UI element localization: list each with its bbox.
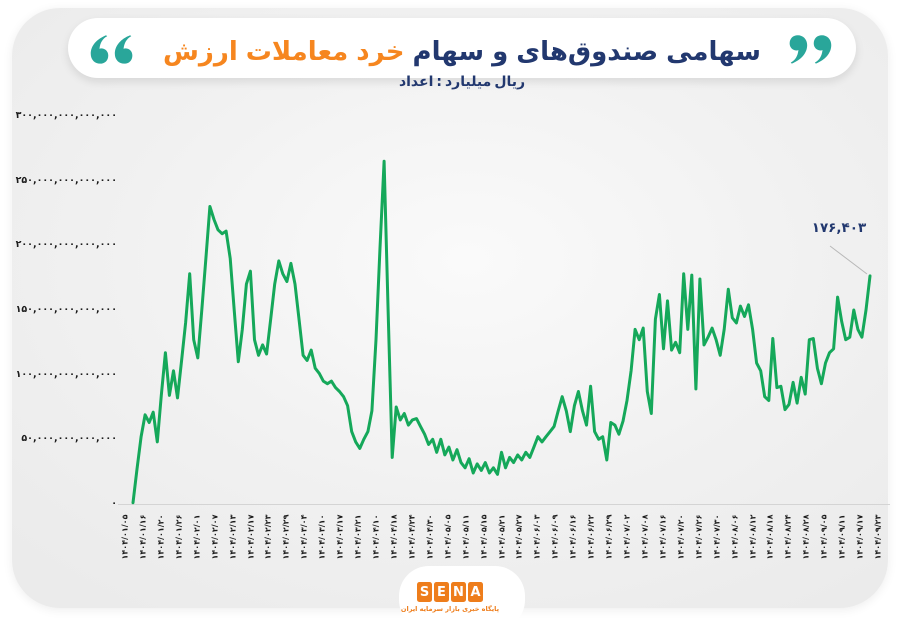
x-tick-label: ۱۴۰۴/۰۳/۰۴ (299, 514, 309, 560)
chart-card: ارزش معاملات خرد سهام و صندوق‌های سهامی اعداد:… (12, 8, 890, 630)
x-tick-label: ۱۴۰۴/۰۵/۲۱ (497, 514, 506, 560)
x-tick-label: ۱۴۰۴/۰۸/۲۸ (801, 514, 811, 560)
x-tick-label: ۱۴۰۴/۰۲/۰۱ (192, 514, 202, 560)
x-tick-label: ۱۴۰۴/۰۸/۲۴ (783, 514, 793, 560)
x-tick-label: ۱۴۰۴/۰۶/۲۹ (604, 514, 614, 560)
annotation-leader-line (829, 245, 868, 275)
subtitle-token: میلیارد (444, 74, 492, 90)
title-word: سهام (412, 37, 485, 67)
x-tick-label: ۱۴۰۴/۰۲/۱۷ (246, 514, 255, 560)
x-tick-label: ۱۴۰۴/۰۴/۳۰ (425, 514, 435, 560)
x-tick-label: ۱۴۰۴/۰۱/۰۵ (120, 514, 130, 560)
title-word: معاملات (245, 37, 349, 67)
logo-letter-tile: A (468, 582, 483, 602)
x-tick-label: ۱۴۰۴/۰۴/۲۴ (407, 514, 417, 560)
y-tick-label: ۰ (111, 498, 117, 509)
chart-subtitle: اعداد: میلیارد ریال (68, 72, 856, 92)
x-tick-label: ۱۴۰۴/۰۶/۰۹ (550, 514, 560, 560)
x-tick-label: ۱۴۰۴/۰۷/۲۶ (694, 514, 704, 560)
x-tick-label: ۱۴۰۴/۰۸/۰۶ (730, 514, 740, 560)
header-pill: ارزش معاملات خرد سهام و صندوق‌های سهامی اعداد:… (68, 18, 856, 90)
open-quote-icon (88, 31, 134, 67)
x-tick-label: ۱۴۰۴/۰۶/۱۶ (568, 514, 578, 560)
y-tick-label: ۱۵۰,۰۰۰,۰۰۰,۰۰۰,۰۰۰ (15, 304, 117, 315)
x-tick-label: ۱۴۰۴/۰۱/۲۰ (156, 514, 166, 560)
x-axis-line (118, 504, 890, 505)
x-tick-label: ۱۴۰۴/۰۵/۱۱ (461, 514, 471, 560)
x-tick-label: ۱۴۰۴/۰۲/۲۹ (281, 514, 291, 560)
subtitle-token: اعداد (398, 74, 434, 90)
title-word: ارزش (163, 37, 238, 67)
x-tick-label: ۱۴۰۴/۰۷/۲۰ (676, 514, 686, 560)
series-polyline (131, 159, 872, 505)
x-tick-label: ۱۴۰۴/۰۵/۲۷ (514, 514, 524, 560)
y-tick-label: ۲۰۰,۰۰۰,۰۰۰,۰۰۰,۰۰۰ (15, 239, 117, 251)
x-tick-label: ۱۴۰۴/۰۷/۱۶ (658, 514, 668, 560)
x-tick-label: ۱۴۰۴/۰۱/۲۶ (174, 514, 184, 560)
x-tick-label: ۱۴۰۴/۰۷/۰۸ (640, 514, 650, 560)
x-tick-label: ۱۴۰۴/۰۹/۰۵ (819, 514, 829, 560)
x-tick-label: ۱۴۰۴/۰۲/۲۳ (263, 514, 273, 560)
x-tick-label: ۱۴۰۴/۰۶/۰۳ (532, 514, 542, 560)
x-tick-label: ۱۴۰۴/۰۹/۱۷ (855, 514, 865, 560)
title-word: و (492, 37, 509, 67)
y-tick-label: ۱۰۰,۰۰۰,۰۰۰,۰۰۰,۰۰۰ (15, 368, 117, 380)
x-tick-label: ۱۴۰۴/۰۳/۱۰ (317, 514, 327, 560)
x-tick-label: ۱۴۰۴/۰۱/۱۶ (138, 514, 148, 560)
close-quote-icon (788, 31, 834, 67)
y-tick-label: ۵۰,۰۰۰,۰۰۰,۰۰۰,۰۰۰ (21, 433, 117, 445)
x-tick-label: ۱۴۰۴/۰۲/۱۳ (228, 514, 238, 560)
x-tick-label: ۱۴۰۴/۰۸/۱۸ (765, 514, 775, 560)
sena-logo-caption: پایگاه خبری بازار سرمایه ایران (400, 605, 500, 613)
subtitle-token: ریال (494, 74, 526, 90)
chart-title: ارزش معاملات خرد سهام و صندوق‌های سهامی (148, 35, 776, 69)
x-tick-label: ۱۴۰۴/۰۸/۱۲ (748, 514, 757, 560)
logo-letter-tile: N (451, 582, 466, 602)
title-word: خرد (356, 37, 405, 67)
x-tick-label: ۱۴۰۴/۰۲/۰۷ (210, 514, 220, 560)
logo-letter-tile: E (434, 582, 449, 602)
logo-letter-tile: S (417, 582, 432, 602)
x-tick-label: ۱۴۰۴/۰۵/۱۵ (479, 514, 489, 560)
subtitle-token: : (436, 74, 442, 90)
title-word: سهامی (666, 37, 761, 67)
x-tick-label: ۱۴۰۴/۰۳/۱۷ (335, 514, 345, 560)
y-tick-label: ۳۰۰,۰۰۰,۰۰۰,۰۰۰,۰۰۰ (15, 110, 117, 121)
last-value-label: ۱۷۶,۴۰۳ (811, 220, 867, 236)
title-word: صندوق‌های (516, 37, 659, 67)
x-tick-label: ۱۴۰۴/۰۳/۲۱ (353, 514, 363, 560)
x-tick-label: ۱۴۰۴/۰۴/۱۰ (371, 514, 381, 560)
x-tick-label: ۱۴۰۴/۰۴/۱۸ (389, 514, 399, 560)
x-tick-label: ۱۴۰۴/۰۹/۱۱ (837, 514, 847, 560)
x-tick-label: ۱۴۰۴/۰۶/۲۲ (586, 514, 596, 560)
x-tick-label: ۱۴۰۴/۰۹/۲۳ (873, 514, 883, 560)
x-tick-label: ۱۴۰۴/۰۷/۰۲ (622, 514, 632, 560)
x-tick-label: ۱۴۰۴/۰۷/۳۰ (712, 514, 722, 560)
x-tick-label: ۱۴۰۴/۰۵/۰۵ (443, 514, 453, 560)
y-tick-label: ۲۵۰,۰۰۰,۰۰۰,۰۰۰,۰۰۰ (15, 174, 117, 186)
